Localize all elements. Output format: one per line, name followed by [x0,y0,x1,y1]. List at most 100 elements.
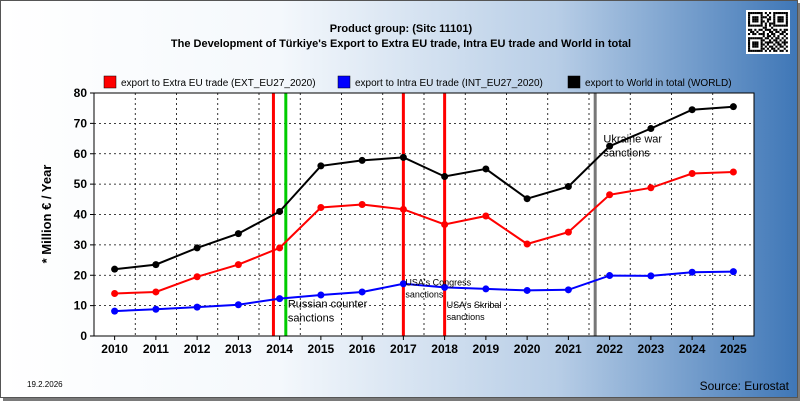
qr-cell [756,37,759,40]
qr-cell [756,18,759,21]
data-point [399,205,407,213]
qr-cell [762,26,765,29]
qr-cell [785,24,788,27]
y-tick-label: 40 [74,208,88,222]
y-axis-label: * Million € / Year [39,165,54,264]
qr-cell [781,18,784,21]
series-line-2 [114,105,734,271]
qr-cell [779,12,782,15]
qr-cell [754,37,757,40]
x-tick-label: 2020 [514,342,541,356]
qr-cell [785,18,788,21]
legend-swatch [567,75,581,89]
data-point [688,169,696,177]
qr-cell [756,49,759,52]
qr-cell [771,37,774,40]
qr-cell [779,43,782,46]
y-tick-label: 50 [74,177,88,191]
series-line-0 [114,171,734,295]
qr-cell [781,37,784,40]
chart-title-line2: The Development of Türkiye's Export to E… [171,38,631,50]
qr-cell [769,39,772,42]
qr-cell [754,28,757,31]
qr-cell [773,39,776,42]
qr-cell [760,14,763,17]
x-tick-label: 2013 [225,342,252,356]
data-point [523,286,531,294]
qr-cell [779,18,782,21]
qr-cell [769,45,772,48]
qr-cell [748,33,751,36]
qr-cell [758,49,761,52]
qr-cell [748,28,751,31]
qr-cell [785,20,788,23]
qr-cell [760,43,763,46]
qr-cell [771,47,774,50]
qr-cell [748,43,751,46]
qr-cell [777,37,780,40]
y-tick-label: 0 [80,329,87,343]
qr-cell [766,33,769,36]
data-point [234,261,242,269]
data-point [276,295,284,303]
qr-cell [760,41,763,44]
x-tick-label: 2024 [679,342,706,356]
qr-cell [783,39,786,42]
qr-cell [773,24,776,27]
qr-cell [764,12,767,15]
data-point [317,204,325,212]
qr-cell [754,43,757,46]
data-point [647,125,655,133]
qr-cell [756,24,759,27]
qr-cell [752,16,755,19]
qr-cell [764,16,767,19]
qr-cell [779,20,782,23]
y-tick-label: 60 [74,147,88,161]
qr-cell [783,35,786,38]
data-point [606,142,614,150]
annotation-text: Ukraine war [603,134,662,146]
qr-cell [764,28,767,31]
data-point [111,307,119,315]
qr-cell [760,20,763,23]
qr-cell [781,16,784,19]
qr-cell [771,30,774,33]
qr-cell [764,41,767,44]
qr-cell [769,28,772,31]
x-tick-label: 2010 [101,342,128,356]
data-point [441,283,449,291]
qr-cell [762,47,765,50]
qr-cell [785,45,788,48]
y-tick-label: 80 [74,86,88,100]
qr-cell [766,47,769,50]
qr-cell [769,35,772,38]
qr-cell [771,41,774,44]
annotations: Russian counter sanctions USA's Congress sa… [288,134,663,325]
x-tick-label: 2016 [349,342,376,356]
data-point [358,156,366,164]
qr-cell [760,12,763,15]
data-point [482,285,490,293]
qr-cell [764,22,767,25]
qr-cell [754,41,757,44]
qr-cell [754,20,757,23]
data-point [688,268,696,276]
data-point [647,184,655,192]
qr-cell [750,24,753,27]
qr-cell [760,47,763,50]
qr-cell [752,41,755,44]
data-point [152,288,160,296]
qr-cell [775,30,778,33]
qr-cell [783,30,786,33]
y-tick-label: 30 [74,238,88,252]
data-point [441,221,449,229]
qr-cell [779,49,782,52]
qr-cell [781,45,784,48]
qr-cell [773,28,776,31]
data-point [399,153,407,161]
qr-cell [752,30,755,33]
qr-cell [766,43,769,46]
qr-cell [760,18,763,21]
qr-cell [779,24,782,27]
